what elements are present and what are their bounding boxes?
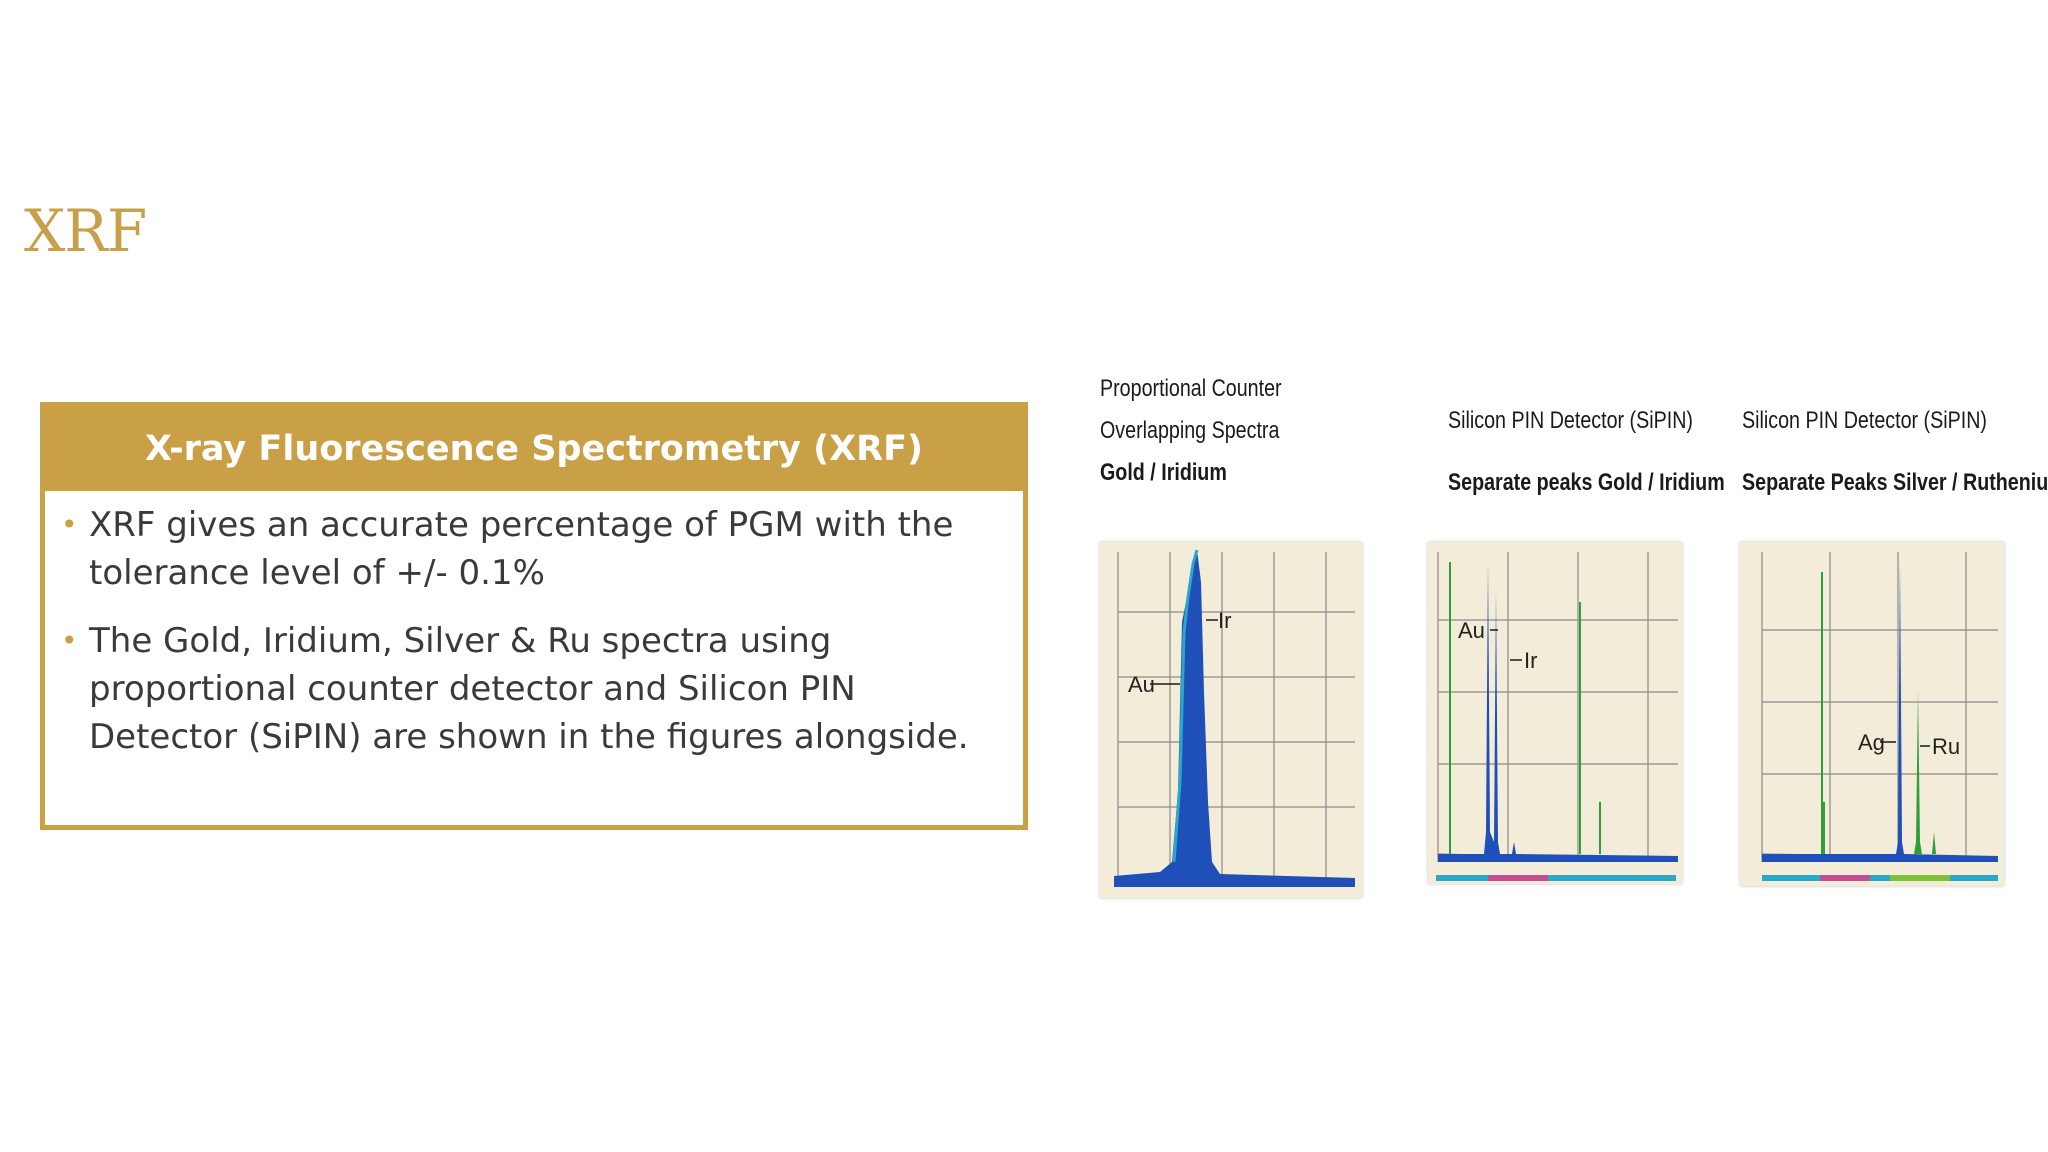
bullet-text: XRF gives an accurate percentage of PGM … [89, 505, 954, 593]
spectrum-grid [1113, 552, 1356, 887]
spectrum-peak-area-blue [1762, 560, 1998, 862]
figure-caption-sipin-silver: Silicon PIN Detector (SiPIN) Separate Pe… [1742, 390, 2048, 514]
peak-label-ru: Ru [1932, 734, 1960, 759]
caption-line: Proportional Counter [1100, 375, 1282, 402]
caption-bold-line: Separate peaks Gold / Iridium [1448, 469, 1725, 496]
bullet-icon: • [61, 624, 78, 657]
peak-label-au: Au [1128, 672, 1155, 697]
peak-label-ir: Ir [1218, 608, 1231, 633]
spectrum-peak-edge [1172, 549, 1199, 863]
bullet-icon: • [61, 508, 78, 541]
caption-bold-line: Separate Peaks Silver / Ruthenium [1742, 469, 2048, 496]
caption-line: Silicon PIN Detector (SiPIN) [1742, 407, 1987, 434]
caption-line: Silicon PIN Detector (SiPIN) [1448, 407, 1693, 434]
peak-label-ir: Ir [1524, 648, 1537, 673]
list-item: • XRF gives an accurate percentage of PG… [61, 501, 999, 597]
spectrum-peak-area [1438, 562, 1678, 862]
figure-caption-sipin-gold: Silicon PIN Detector (SiPIN) Separate pe… [1448, 390, 1725, 514]
slide-title: XRF [24, 197, 147, 265]
peak-label-ag: Ag [1858, 730, 1885, 755]
spectrum-grid [1761, 552, 1999, 862]
info-bullet-list: • XRF gives an accurate percentage of PG… [45, 491, 1023, 761]
info-box: X-ray Fluorescence Spectrometry (XRF) • … [40, 402, 1028, 830]
spectrum-peak-area-green [1914, 690, 1936, 854]
caption-line: Overlapping Spectra [1100, 417, 1280, 444]
peak-label-au: Au [1458, 618, 1485, 643]
spectrum-image-gold-iridium-proportional: Ir Au [1100, 542, 1362, 898]
spectrum-peak-area [1114, 550, 1355, 887]
spectrum-grid [1437, 552, 1679, 862]
caption-bold-line: Gold / Iridium [1100, 459, 1227, 486]
spectrum-image-silver-ruthenium-sipin: Ag Ru [1740, 542, 2004, 886]
list-item: • The Gold, Iridium, Silver & Ru spectra… [61, 617, 999, 761]
bullet-text: The Gold, Iridium, Silver & Ru spectra u… [89, 621, 969, 757]
info-box-header: X-ray Fluorescence Spectrometry (XRF) [45, 407, 1023, 491]
spectrum-image-gold-iridium-sipin: Au Ir [1428, 542, 1682, 884]
figure-caption-proportional: Proportional Counter Overlapping Spectra… [1100, 368, 1282, 494]
